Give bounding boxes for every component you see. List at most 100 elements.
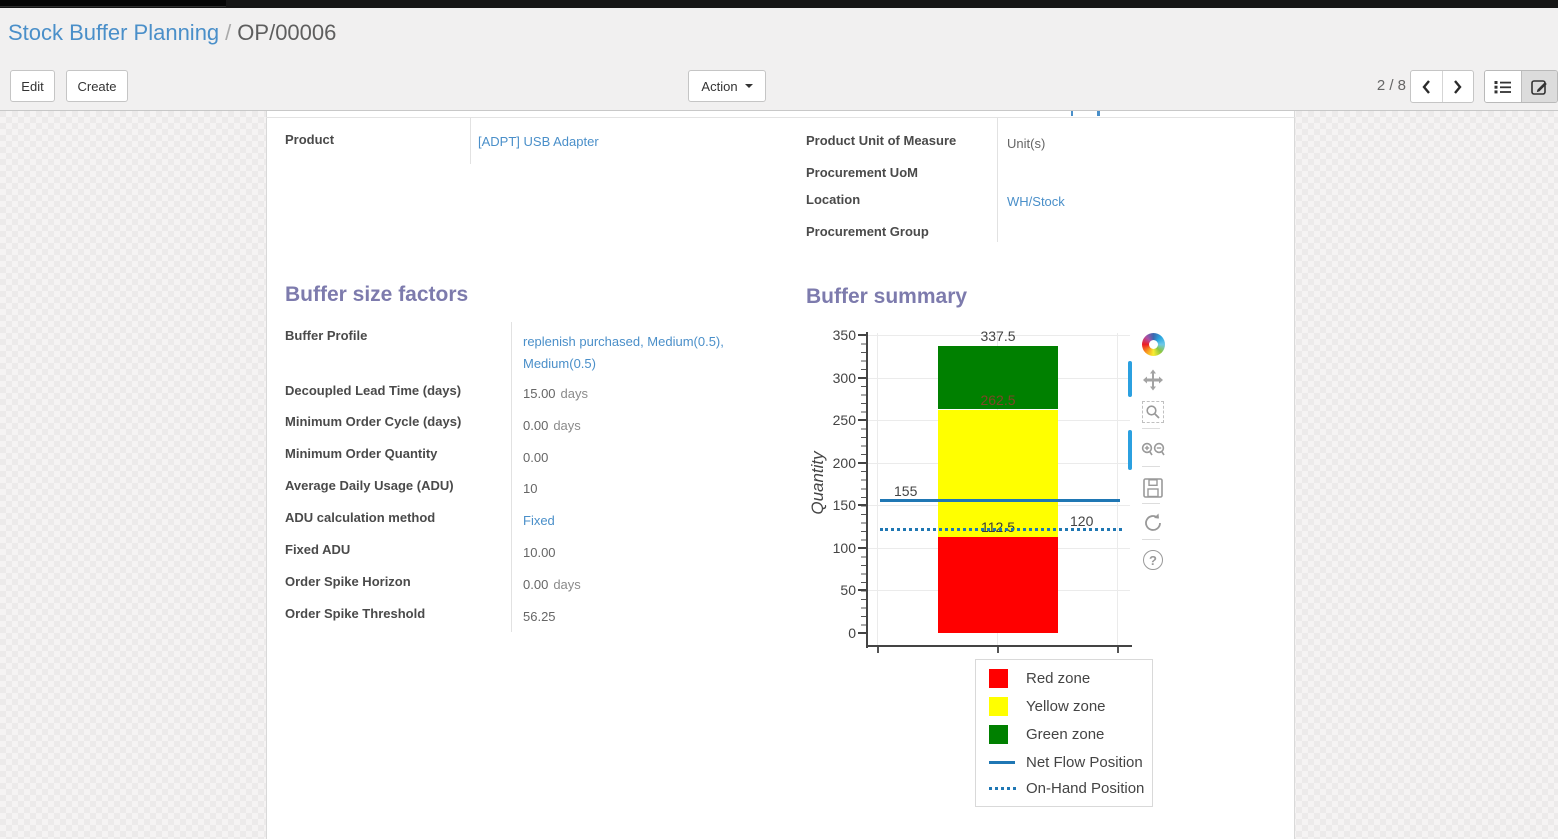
bar-top-label: 337.5: [980, 328, 1016, 344]
y-major-tick: [858, 504, 866, 507]
form-view-button[interactable]: [1520, 71, 1557, 102]
modebar-separator: [1142, 539, 1160, 540]
y-tick-label: 50: [840, 582, 856, 599]
green-zone-swatch: [989, 725, 1019, 745]
next-record-button[interactable]: [1443, 71, 1474, 102]
edit-button[interactable]: Edit: [10, 70, 55, 102]
field-separator: [511, 322, 512, 632]
x-axis-line: [866, 645, 1132, 647]
x-tick: [997, 647, 999, 653]
breadcrumb-current: OP/00006: [237, 20, 337, 45]
y-major-tick: [858, 461, 866, 464]
chart-legend: Red zone Yellow zone Green zone Net Flow…: [975, 659, 1153, 807]
value-number: 0.00: [523, 577, 549, 592]
decoupled-lead-time-label: Decoupled Lead Time (days): [285, 383, 462, 398]
order-spike-horizon-value: 0.00 days: [523, 577, 581, 592]
y-tick-label: 250: [832, 412, 856, 429]
legend-item-net-flow-position[interactable]: Net Flow Position: [989, 754, 1152, 771]
help-icon[interactable]: ?: [1140, 547, 1166, 573]
reset-axes-icon[interactable]: [1140, 510, 1166, 536]
save-image-icon[interactable]: [1140, 475, 1166, 501]
plotly-logo[interactable]: [1140, 331, 1166, 357]
buffer-summary-title: Buffer summary: [806, 285, 968, 308]
minimum-order-quantity-value: 0.00: [523, 450, 549, 465]
modebar-separator: [1142, 428, 1160, 429]
chevron-right-icon: [1454, 79, 1462, 94]
product-uom-field-label: Product Unit of Measure: [806, 133, 957, 148]
y-major-tick: [858, 546, 866, 549]
legend-item-red-zone[interactable]: Red zone: [989, 669, 1152, 689]
product-field-value-link[interactable]: [ADPT] USB Adapter: [478, 134, 599, 149]
yellow-zone-swatch: [989, 697, 1019, 717]
view-switcher: [1484, 70, 1558, 103]
legend-item-yellow-zone[interactable]: Yellow zone: [989, 697, 1152, 717]
form-edit-icon: [1530, 80, 1547, 95]
x-tick: [1117, 647, 1119, 653]
clipped-text-fragment: [1097, 111, 1100, 116]
average-daily-usage-value: 10: [523, 481, 538, 496]
breadcrumb: Stock Buffer Planning / OP/00006: [8, 20, 336, 46]
x-tick: [877, 647, 879, 653]
y-axis-minor-ticks: [861, 335, 866, 634]
top-bar: [0, 0, 1558, 8]
y-tick-label: 350: [832, 327, 856, 343]
adu-calculation-method-label: ADU calculation method: [285, 510, 436, 525]
procurement-uom-field-label: Procurement UoM: [806, 165, 918, 180]
clipped-row-border: [266, 117, 1295, 118]
red-zone-bar: [938, 537, 1058, 633]
order-spike-horizon-label: Order Spike Horizon: [285, 574, 411, 589]
value-number: 0.00: [523, 418, 549, 433]
y-major-tick: [858, 632, 866, 634]
on-hand-value-label: 120: [1070, 513, 1094, 529]
previous-record-button[interactable]: [1411, 71, 1443, 102]
modebar-separator: [1142, 503, 1160, 504]
list-view-button[interactable]: [1485, 71, 1521, 102]
y-tick-label: 0: [848, 625, 856, 641]
gridline: [1117, 333, 1118, 645]
net-flow-value-label: 155: [894, 483, 918, 499]
buffer-profile-label: Buffer Profile: [285, 328, 368, 343]
breadcrumb-separator: /: [225, 20, 232, 45]
yellow-zone-bar: [938, 409, 1058, 538]
order-spike-threshold-value: 56.25: [523, 609, 556, 624]
value-number: 15.00: [523, 386, 556, 401]
chevron-left-icon: [1422, 79, 1430, 94]
y-major-tick: [858, 334, 866, 336]
average-daily-usage-label: Average Daily Usage (ADU): [285, 478, 454, 493]
y-axis-line: [866, 332, 868, 648]
control-panel: [0, 8, 1558, 111]
breadcrumb-parent-link[interactable]: Stock Buffer Planning: [8, 20, 220, 45]
net-flow-line-swatch: [989, 760, 1019, 764]
legend-item-on-hand-position[interactable]: On-Hand Position: [989, 780, 1152, 797]
record-pager: [1410, 70, 1474, 103]
legend-label: On-Hand Position: [1026, 779, 1145, 797]
pager-count[interactable]: 2 / 8: [1376, 77, 1406, 94]
order-spike-threshold-label: Order Spike Threshold: [285, 606, 426, 621]
create-button[interactable]: Create: [66, 70, 128, 102]
box-zoom-icon[interactable]: [1140, 399, 1166, 425]
adu-calculation-method-value-link[interactable]: Fixed: [523, 513, 555, 528]
fixed-adu-label: Fixed ADU: [285, 542, 351, 557]
action-button[interactable]: Action: [688, 70, 766, 102]
legend-item-green-zone[interactable]: Green zone: [989, 725, 1152, 745]
y-axis-title: Quantity: [808, 451, 827, 515]
decoupled-lead-time-value: 15.00 days: [523, 386, 588, 401]
y-tick-label: 100: [832, 539, 856, 556]
field-separator: [997, 117, 998, 242]
minimum-order-cycle-value: 0.00 days: [523, 418, 581, 433]
legend-label: Red zone: [1026, 670, 1091, 688]
y-tick-label: 200: [832, 454, 856, 471]
pan-icon[interactable]: [1140, 367, 1166, 393]
y-tick-label: 300: [832, 369, 856, 386]
modebar-active-strip: [1128, 430, 1132, 470]
yellow-top-label: 262.5: [980, 392, 1016, 408]
buffer-summary-chart: Quantity 350 300 250 200 150 100 50 0: [806, 325, 1178, 659]
caret-down-icon: [744, 84, 753, 88]
zoom-in-out-icon[interactable]: [1140, 437, 1166, 463]
buffer-profile-value-link[interactable]: replenish purchased, Medium(0.5), Medium…: [523, 334, 724, 371]
value-suffix: days: [553, 577, 581, 592]
green-zone-bar: [938, 345, 1058, 410]
legend-label: Green zone: [1026, 726, 1105, 744]
location-field-value-link[interactable]: WH/Stock: [1007, 194, 1065, 209]
